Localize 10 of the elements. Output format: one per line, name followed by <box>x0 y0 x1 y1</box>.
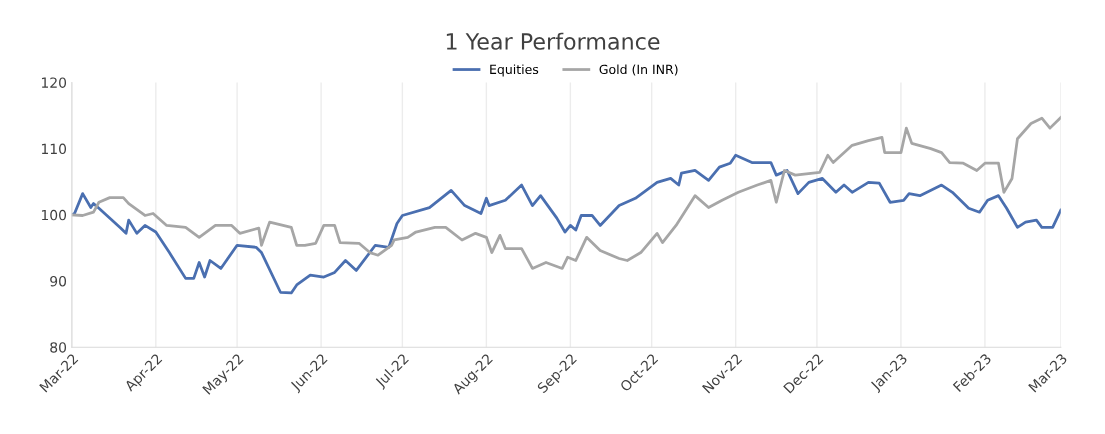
y-tick-label: 100 <box>41 209 67 221</box>
line-series <box>71 153 1061 295</box>
chart-title: 1 Year Performance <box>446 32 660 50</box>
y-tick-label: 80 <box>50 342 67 353</box>
legend-label: Gold (In INR) <box>599 64 678 76</box>
legend-label: Equities <box>490 64 539 77</box>
y-tick-label: 120 <box>41 77 67 88</box>
y-tick-label: 110 <box>41 143 67 155</box>
line-series <box>71 116 1061 270</box>
y-tick-label: 90 <box>50 275 67 287</box>
